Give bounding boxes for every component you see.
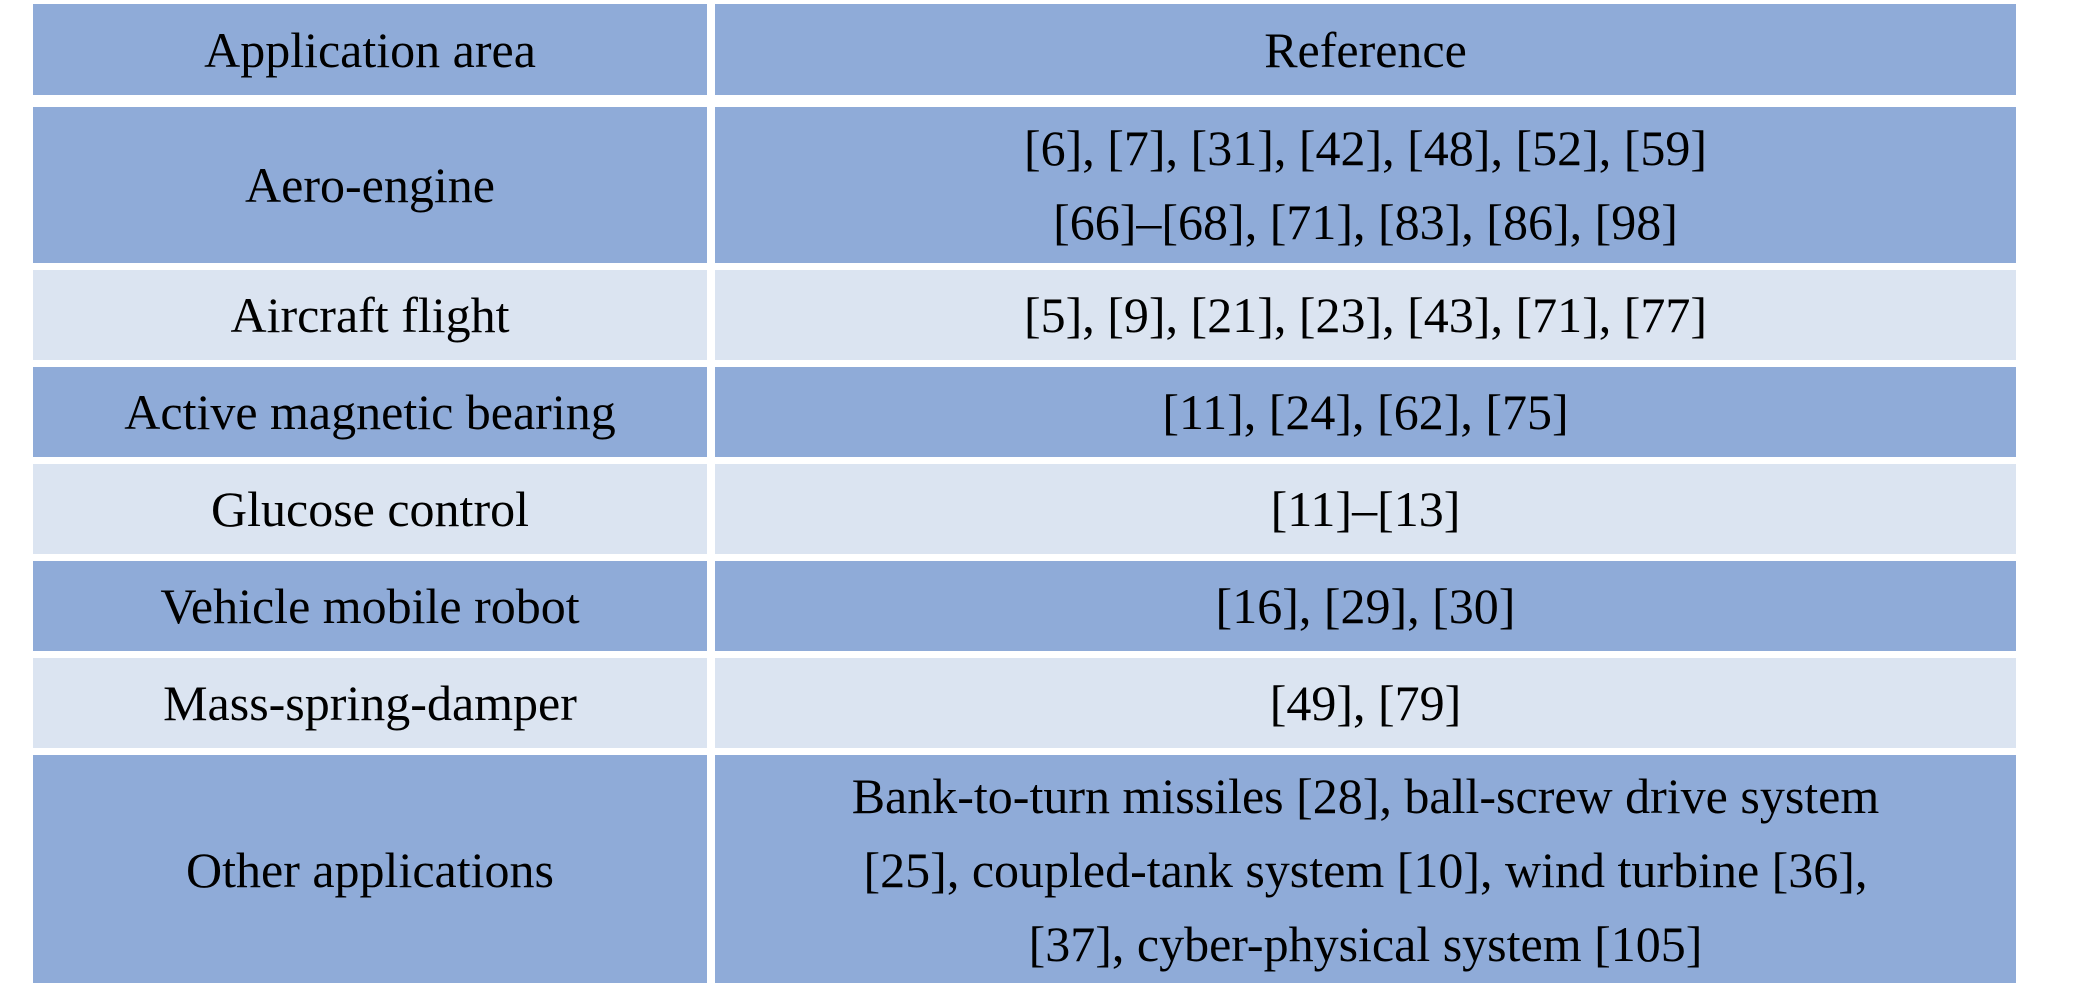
- table-row: Vehicle mobile robot [16], [29], [30]: [33, 561, 2016, 658]
- applications-reference-table: Application area Reference Aero-engine […: [33, 4, 2016, 983]
- table-header-row: Application area Reference: [33, 4, 2016, 107]
- table-row: Active magnetic bearing [11], [24], [62]…: [33, 367, 2016, 464]
- table-row: Glucose control [11]–[13]: [33, 464, 2016, 561]
- reference-cell: [49], [79]: [715, 658, 2016, 755]
- table-row: Aero-engine [6], [7], [31], [42], [48], …: [33, 107, 2016, 270]
- area-cell: Mass-spring-damper: [33, 658, 715, 755]
- area-cell: Glucose control: [33, 464, 715, 561]
- reference-cell: [6], [7], [31], [42], [48], [52], [59] […: [715, 107, 2016, 270]
- column-header-reference: Reference: [715, 4, 2016, 107]
- reference-cell: [11]–[13]: [715, 464, 2016, 561]
- reference-cell: [11], [24], [62], [75]: [715, 367, 2016, 464]
- column-header-application-area: Application area: [33, 4, 715, 107]
- area-cell: Aircraft flight: [33, 270, 715, 367]
- area-cell: Aero-engine: [33, 107, 715, 270]
- reference-cell: Bank-to-turn missiles [28], ball-screw d…: [715, 755, 2016, 983]
- area-cell: Vehicle mobile robot: [33, 561, 715, 658]
- reference-cell: [16], [29], [30]: [715, 561, 2016, 658]
- area-cell: Other applications: [33, 755, 715, 983]
- table-row: Mass-spring-damper [49], [79]: [33, 658, 2016, 755]
- area-cell: Active magnetic bearing: [33, 367, 715, 464]
- table-row: Aircraft flight [5], [9], [21], [23], [4…: [33, 270, 2016, 367]
- reference-cell: [5], [9], [21], [23], [43], [71], [77]: [715, 270, 2016, 367]
- table-row: Other applications Bank-to-turn missiles…: [33, 755, 2016, 983]
